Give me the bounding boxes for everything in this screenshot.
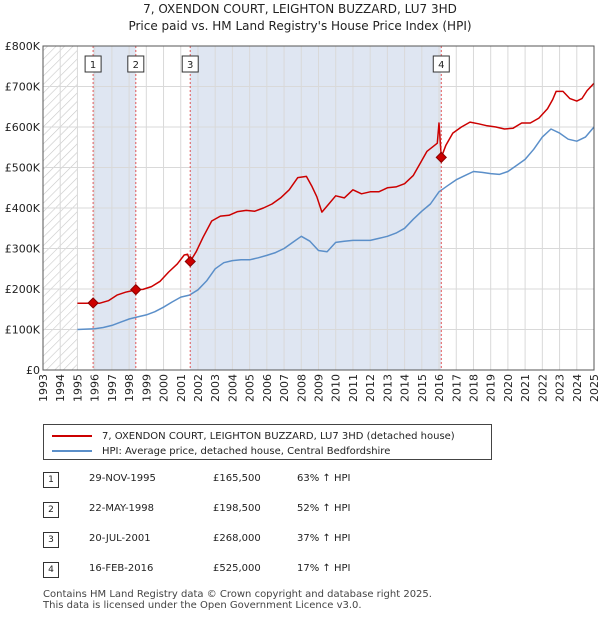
- legend-item-property: 7, OXENDON COURT, LEIGHTON BUZZARD, LU7 …: [52, 429, 455, 443]
- x-tick-label: 2025: [588, 374, 600, 402]
- plot-frame: [42, 45, 595, 371]
- x-tick-label: 1999: [140, 374, 153, 402]
- y-tick-label: £300K: [5, 243, 41, 256]
- x-tick-label: 2000: [158, 374, 171, 402]
- x-tick-label: 1996: [89, 374, 102, 402]
- x-tick-label: 2022: [536, 374, 549, 402]
- table-row: 3 20-JUL-2001 £268,000 37% ↑ HPI: [43, 532, 463, 548]
- x-tick-label: 2001: [175, 374, 188, 402]
- transaction-label: 4: [438, 60, 444, 71]
- x-tick-label: 2024: [571, 374, 584, 402]
- x-tick-label: 2016: [433, 374, 446, 402]
- transaction-number: 3: [43, 532, 59, 548]
- legend-item-hpi: HPI: Average price, detached house, Cent…: [52, 444, 390, 458]
- x-tick-label: 2010: [330, 374, 343, 402]
- transaction-hpi-diff: 37% ↑ HPI: [297, 533, 351, 544]
- transaction-label-box: [432, 55, 450, 73]
- footer-copyright: Contains HM Land Registry data © Crown c…: [43, 589, 432, 600]
- transaction-label-box: [181, 55, 199, 73]
- x-tick-label: 2017: [450, 374, 463, 402]
- chart-subtitle: Price paid vs. HM Land Registry's House …: [128, 19, 472, 33]
- y-tick-label: £400K: [5, 202, 41, 215]
- y-tick-label: £800K: [5, 40, 41, 53]
- transaction-point: [435, 151, 447, 164]
- transaction-point: [184, 255, 196, 268]
- x-tick-label: 1994: [54, 374, 67, 402]
- x-tick-label: 2015: [416, 374, 429, 402]
- x-tick-label: 1993: [37, 374, 50, 402]
- x-tick-label: 2008: [295, 374, 308, 402]
- x-tick-label: 2020: [502, 374, 515, 402]
- transaction-date: 29-NOV-1995: [89, 473, 156, 484]
- table-row: 4 16-FEB-2016 £525,000 17% ↑ HPI: [43, 562, 463, 578]
- x-tick-label: 2014: [399, 374, 412, 402]
- y-tick-label: £600K: [5, 121, 41, 134]
- transaction-point: [87, 297, 99, 309]
- transaction-price: £268,000: [213, 533, 261, 544]
- x-tick-label: 2019: [485, 374, 498, 402]
- transaction-label: 2: [133, 60, 139, 71]
- x-tick-label: 2021: [519, 374, 532, 402]
- transaction-price: £198,500: [213, 503, 261, 514]
- x-tick-label: 1995: [71, 374, 84, 402]
- x-tick-label: 2013: [381, 374, 394, 402]
- transaction-label: 3: [187, 60, 193, 71]
- transaction-number: 2: [43, 502, 59, 518]
- transaction-label: 1: [90, 60, 96, 71]
- transaction-number: 1: [43, 472, 59, 488]
- transaction-date: 16-FEB-2016: [89, 563, 154, 574]
- transaction-date: 22-MAY-1998: [89, 503, 155, 514]
- transaction-number: 4: [43, 562, 59, 578]
- transaction-label-box: [84, 55, 102, 73]
- x-tick-label: 2018: [467, 374, 480, 402]
- x-tick-label: 2007: [278, 374, 291, 402]
- y-tick-label: £100K: [5, 324, 41, 337]
- transaction-point: [130, 283, 142, 296]
- chart-legend: 7, OXENDON COURT, LEIGHTON BUZZARD, LU7 …: [43, 424, 492, 460]
- transaction-hpi-diff: 17% ↑ HPI: [297, 563, 351, 574]
- transaction-hpi-diff: 52% ↑ HPI: [297, 503, 351, 514]
- table-row: 2 22-MAY-1998 £198,500 52% ↑ HPI: [43, 502, 463, 518]
- transaction-hpi-diff: 63% ↑ HPI: [297, 473, 351, 484]
- footer-licence: This data is licensed under the Open Gov…: [43, 600, 362, 611]
- x-tick-label: 2003: [209, 374, 222, 402]
- transaction-date: 20-JUL-2001: [89, 533, 151, 544]
- x-tick-label: 2004: [226, 374, 239, 402]
- transaction-price: £165,500: [213, 473, 261, 484]
- x-tick-label: 2023: [554, 374, 567, 402]
- table-row: 1 29-NOV-1995 £165,500 63% ↑ HPI: [43, 472, 463, 488]
- legend-swatch-hpi: [52, 450, 92, 452]
- legend-label-property: 7, OXENDON COURT, LEIGHTON BUZZARD, LU7 …: [102, 430, 455, 442]
- y-tick-label: £500K: [5, 162, 41, 175]
- property-price-line: [77, 82, 595, 304]
- y-tick-label: £700K: [5, 81, 41, 94]
- x-tick-label: 2009: [313, 374, 326, 402]
- transaction-price: £525,000: [213, 563, 261, 574]
- x-tick-label: 2002: [192, 374, 205, 402]
- x-tick-label: 1997: [106, 374, 119, 402]
- hpi-line: [77, 126, 595, 331]
- chart-title: 7, OXENDON COURT, LEIGHTON BUZZARD, LU7 …: [143, 2, 457, 16]
- legend-label-hpi: HPI: Average price, detached house, Cent…: [102, 445, 391, 457]
- x-tick-label: 2006: [261, 374, 274, 402]
- y-tick-label: £0: [26, 364, 40, 377]
- x-tick-label: 2011: [347, 374, 360, 402]
- x-tick-label: 1998: [123, 374, 136, 402]
- x-tick-label: 2005: [244, 374, 257, 402]
- x-tick-label: 2012: [364, 374, 377, 402]
- y-tick-label: £200K: [5, 283, 41, 296]
- transaction-label-box: [127, 55, 145, 73]
- legend-swatch-property: [52, 435, 92, 437]
- price-chart: 1 2 3 4 £0 £100K £200K £300K £400K £500K £600K £70…: [5, 40, 600, 402]
